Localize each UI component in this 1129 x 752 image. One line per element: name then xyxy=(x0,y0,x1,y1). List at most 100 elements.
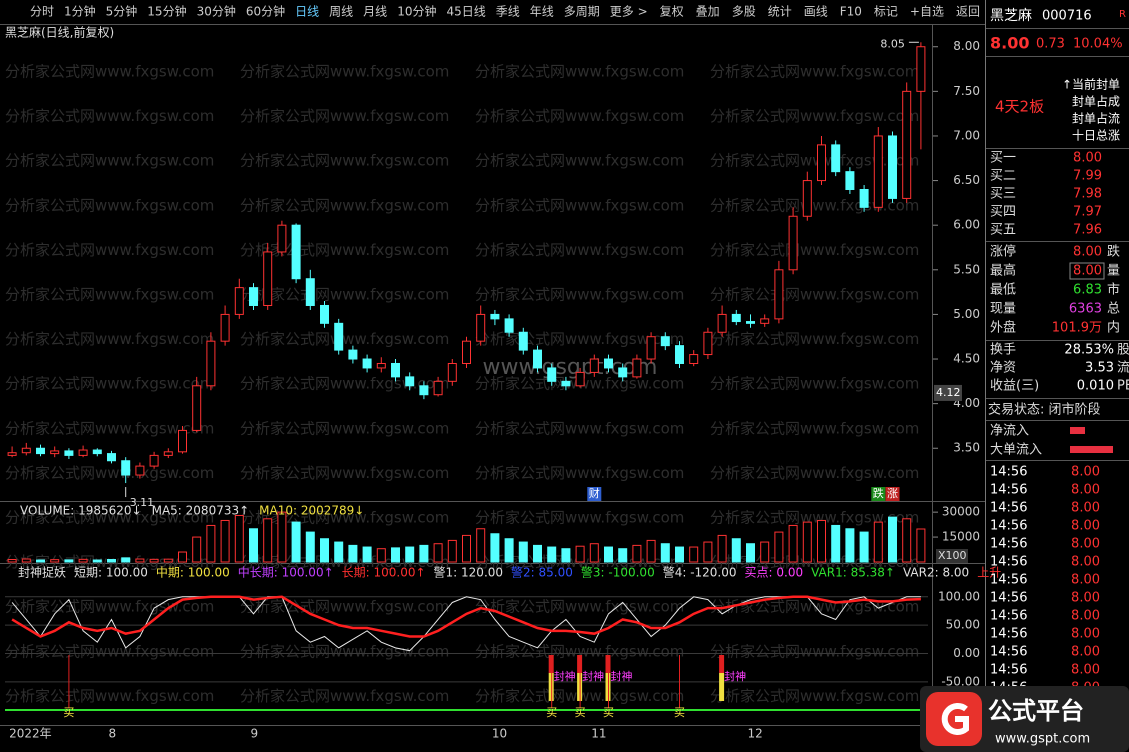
watermark: 分析家公式网www.fxgsw.com xyxy=(240,330,449,348)
candle-body xyxy=(405,376,415,387)
quote-panel: 黑芝麻 000716 R 8.00 0.73 10.04% 4天2板 ↑当前封单封单占成封单占… xyxy=(986,8,1129,714)
tick-price: 8.00 xyxy=(1071,663,1100,678)
toolbar-tab[interactable]: 1分钟 xyxy=(64,4,96,19)
watermark: 分析家公式网www.fxgsw.com xyxy=(710,687,919,705)
stat-suffix: 市 xyxy=(1107,282,1120,298)
watermark: 分析家公式网www.fxgsw.com xyxy=(475,63,684,81)
candle-body xyxy=(362,358,372,369)
logo-icon xyxy=(926,692,982,746)
toolbar-tab[interactable]: 15分钟 xyxy=(147,4,186,19)
toolbar-tab[interactable]: 30分钟 xyxy=(197,4,236,19)
watermark: 分析家公式网www.fxgsw.com xyxy=(5,286,214,304)
signal-bar xyxy=(719,673,725,701)
volume-bar xyxy=(149,558,159,563)
tick-price: 8.00 xyxy=(1071,483,1100,498)
candle-body xyxy=(660,336,670,347)
watermark: 分析家公式网www.fxgsw.com xyxy=(240,375,449,393)
god-signal: 封神 xyxy=(611,669,633,683)
watermark: 分析家公式网www.fxgsw.com xyxy=(240,464,449,482)
candle-body xyxy=(817,144,826,182)
flow-label: 净流入 xyxy=(990,424,1029,439)
center-watermark: www.gsgpt.com xyxy=(483,355,658,380)
toolbar-tab[interactable]: 更多 > xyxy=(610,5,648,19)
stock-flag: R xyxy=(1119,9,1126,20)
toolbar-tab[interactable]: 45日线 xyxy=(446,5,485,19)
y-tick-label: 7.00 xyxy=(953,128,980,142)
volume-bar xyxy=(533,544,542,563)
watermark: 分析家公式网www.fxgsw.com xyxy=(240,152,449,170)
volume-bar xyxy=(433,543,443,563)
toolbar-button[interactable]: 返回 xyxy=(956,5,980,19)
watermark: 分析家公式网www.fxgsw.com xyxy=(710,464,919,482)
watermark: 分析家公式网www.fxgsw.com xyxy=(475,509,684,527)
bid-label: 买三 xyxy=(990,187,1016,202)
toolbar-tab[interactable]: 季线 xyxy=(496,5,520,19)
toolbar-button[interactable]: 画线 xyxy=(804,5,828,19)
toolbar-tab[interactable]: 多周期 xyxy=(564,5,600,19)
legend-item: 中长期: 100.00↑ xyxy=(238,565,334,580)
candle-body xyxy=(717,313,727,333)
tick-price: 8.00 xyxy=(1071,555,1100,570)
stat-suffix: 总 xyxy=(1107,302,1120,317)
toolbar-button[interactable]: 标记 xyxy=(874,5,898,19)
flow-label: 大单流入 xyxy=(990,443,1042,458)
toolbar-tab[interactable]: 60分钟 xyxy=(246,4,285,19)
tick-time: 14:56 xyxy=(990,465,1027,480)
candle-body xyxy=(92,449,102,455)
volume-bar xyxy=(78,558,88,563)
volume-bar xyxy=(362,546,372,563)
toolbar-tab[interactable]: 日线 xyxy=(295,5,319,19)
watermark: 分析家公式网www.fxgsw.com xyxy=(5,375,214,393)
toolbar-tab[interactable]: 分时 xyxy=(30,5,54,19)
y-tick-label: 3.50 xyxy=(953,441,980,455)
watermark: 分析家公式网www.fxgsw.com xyxy=(240,419,449,437)
toolbar-button[interactable]: +自选 xyxy=(910,5,944,19)
toolbar-tab[interactable]: 年线 xyxy=(530,5,554,19)
stat-label: 现量 xyxy=(990,302,1016,317)
note: 十日总涨 xyxy=(1072,128,1120,143)
candle-body xyxy=(888,135,897,199)
toolbar-button[interactable]: 统计 xyxy=(768,5,792,19)
candle-body xyxy=(916,46,926,92)
buy-signal: 买 xyxy=(674,706,685,719)
candle-body xyxy=(533,349,542,369)
x-tick-label: 8 xyxy=(109,727,117,741)
volume-bar xyxy=(717,534,727,563)
y-tick-label: 0.00 xyxy=(953,646,980,660)
volume-bar xyxy=(391,547,400,563)
toolbar-button[interactable]: 复权 xyxy=(660,5,684,19)
candle-body xyxy=(589,358,599,373)
tick-price: 8.00 xyxy=(1071,537,1100,552)
volume-bar xyxy=(135,558,145,563)
fund-value: 3.53 xyxy=(1085,361,1114,376)
candle-body xyxy=(575,371,585,387)
toolbar-button[interactable]: 叠加 xyxy=(696,5,720,19)
volume-bar xyxy=(490,533,500,563)
bid-price: 7.97 xyxy=(1073,205,1102,220)
legend-item: VOLUME: 1985620↓ xyxy=(20,504,142,518)
flow-bar xyxy=(1070,427,1085,434)
y-tick-label: 30000 xyxy=(942,505,980,519)
candle-body xyxy=(206,340,216,387)
toolbar-tab[interactable]: 周线 xyxy=(329,5,353,19)
volume-bar xyxy=(618,548,628,563)
board: 4天2板 xyxy=(995,98,1044,116)
y-tick-label: -50.00 xyxy=(941,674,980,688)
toolbar-tab[interactable]: 月线 xyxy=(363,5,387,19)
volume-bar xyxy=(504,538,514,563)
logo-url: www.gspt.com xyxy=(995,732,1090,747)
marker-box xyxy=(885,487,900,501)
stat-label: 最低 xyxy=(990,283,1016,298)
volume-bar xyxy=(589,543,599,563)
candle-body xyxy=(36,447,45,455)
toolbar-button[interactable]: F10 xyxy=(840,5,862,19)
toolbar-tab[interactable]: 10分钟 xyxy=(397,4,436,19)
candle-body xyxy=(277,224,287,253)
cursor-label: 4.12 xyxy=(936,386,961,399)
toolbar-tab[interactable]: 5分钟 xyxy=(106,4,138,19)
watermark: 分析家公式网www.fxgsw.com xyxy=(5,687,214,705)
candle-body xyxy=(249,287,258,306)
candle-body xyxy=(50,450,60,455)
toolbar-button[interactable]: 多股 xyxy=(732,5,756,19)
watermark: 分析家公式网www.fxgsw.com xyxy=(475,107,684,125)
